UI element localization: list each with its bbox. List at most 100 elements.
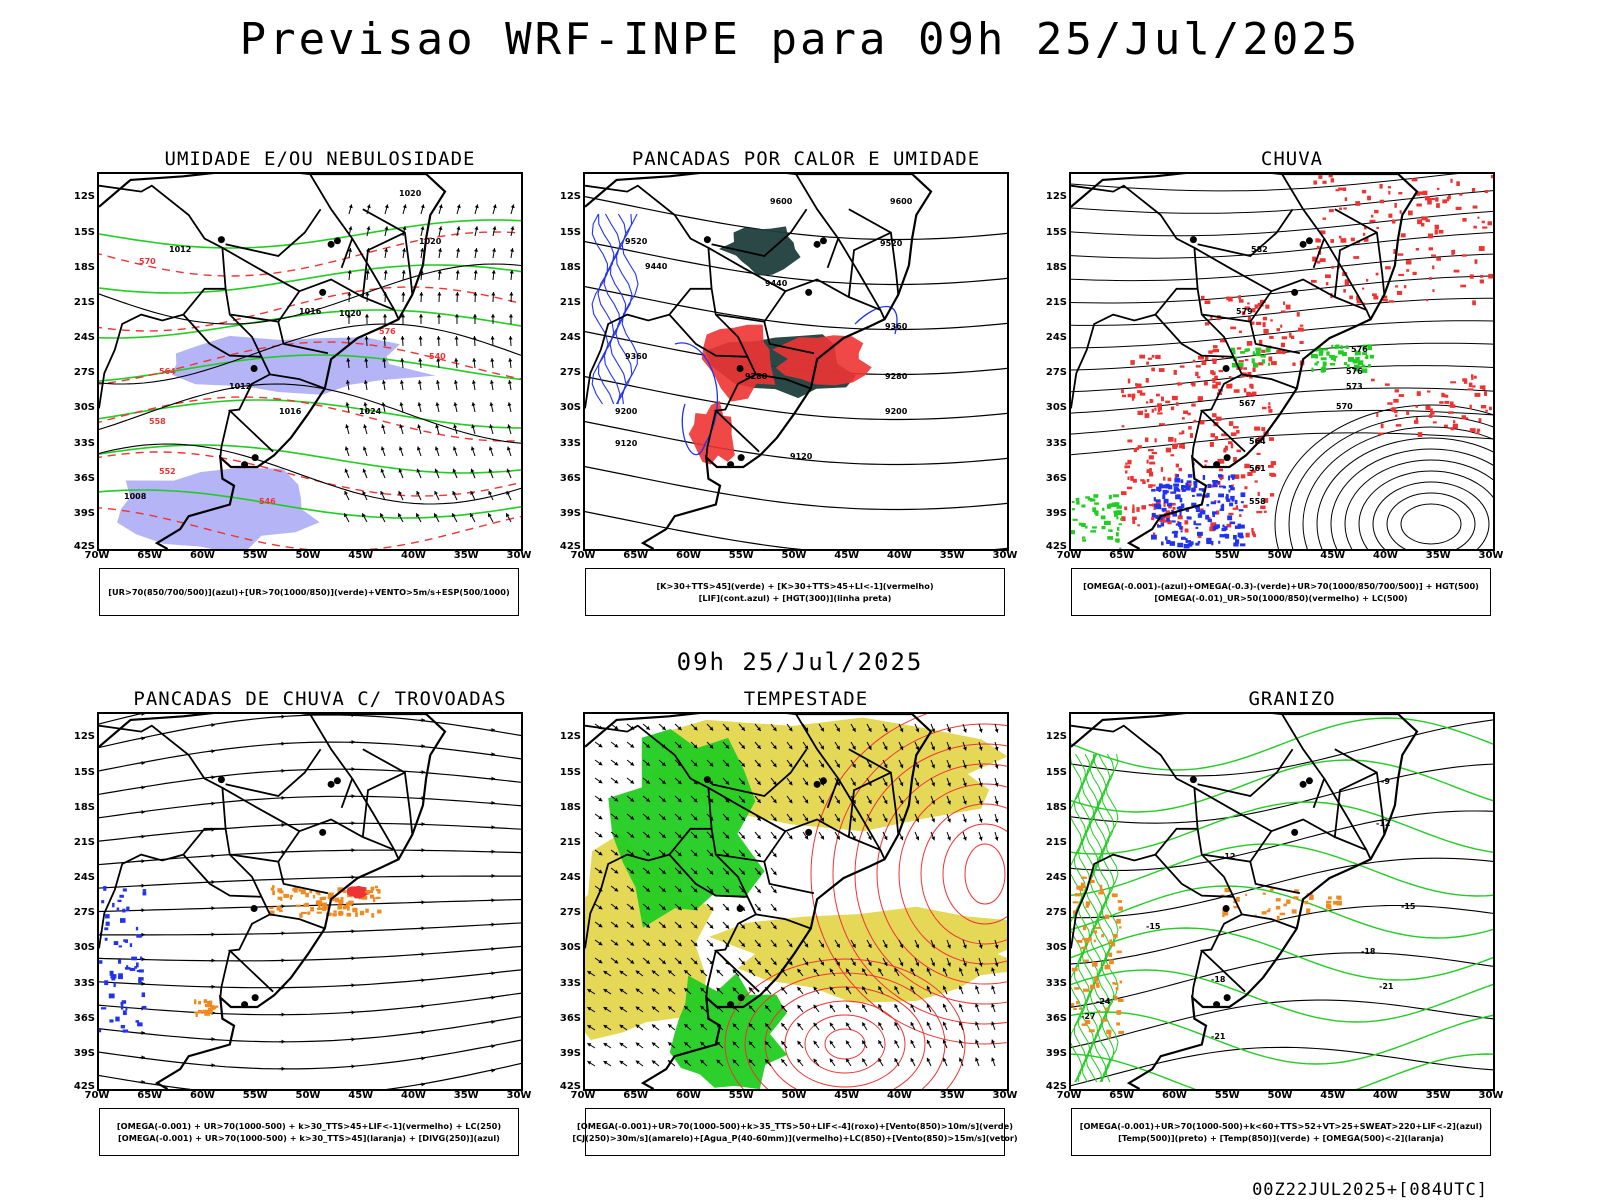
lake-marker: [333, 237, 341, 245]
wind-vector: [693, 744, 698, 749]
omega-blue-cells: [1183, 543, 1190, 549]
lc850-red-streamline: [920, 803, 1007, 945]
low-pressure-contour: [1330, 448, 1493, 549]
omega-blue-cells: [1231, 498, 1235, 502]
omega-orange-cells: [1116, 918, 1121, 924]
omega-blue-cells: [1205, 514, 1210, 520]
omega-blue-cells: [1239, 543, 1246, 547]
state-border: [182, 827, 226, 856]
latitude-label: 27S: [1045, 907, 1067, 919]
omega-blue-cells: [1164, 490, 1169, 493]
wind-vector: [661, 942, 666, 946]
longitude-label: 70W: [1056, 1090, 1082, 1101]
wind-vector: [630, 941, 635, 946]
wind-vector: [506, 490, 511, 495]
omega-orange-cells: [1099, 884, 1103, 890]
legend-line: [OMEGA(-0.001) + UR>70(1000-500) + k>30_…: [116, 1121, 502, 1131]
wind-vector: [677, 780, 682, 785]
wind-vector: [994, 746, 999, 751]
rain-red-cells: [1281, 350, 1286, 355]
state-border: [309, 714, 354, 809]
rain-red-cells: [1356, 295, 1359, 301]
longitude-label: 30W: [992, 550, 1018, 561]
wind-vector: [915, 818, 920, 823]
wind-vector: [452, 490, 457, 495]
rain-red-cells: [1145, 401, 1149, 404]
rain-red-cells: [1243, 367, 1247, 370]
omega-green-cells: [1115, 538, 1120, 543]
longitude-label: 50W: [1267, 550, 1293, 561]
latitude-label: 21S: [559, 836, 581, 848]
wind-vector: [978, 944, 983, 949]
wind-vector: [748, 1023, 753, 1028]
wind-vector: [788, 745, 793, 750]
state-border: [1071, 724, 1246, 993]
rain-red-cells: [1211, 371, 1216, 376]
wind-vector: [470, 490, 475, 495]
rain-red-cells: [1280, 342, 1285, 348]
rain-red-cells: [1217, 458, 1223, 464]
divergence-blue-cells: [109, 1019, 114, 1023]
omega-blue-cells: [1230, 474, 1236, 478]
wind-vector: [364, 336, 369, 340]
rain-red-cells: [1338, 235, 1342, 239]
lc850-red-streamline: [810, 714, 1007, 1045]
wind-vector: [804, 835, 809, 840]
omega-blue-cells: [1189, 516, 1192, 520]
rain-red-cells: [1363, 237, 1369, 242]
state-border: [711, 748, 808, 797]
wind-vector: [878, 1040, 882, 1045]
wind-vector: [630, 743, 635, 748]
rain-red-cells: [1417, 191, 1423, 195]
wind-vector: [756, 834, 761, 839]
state-border: [755, 373, 812, 390]
omega-blue-cells: [1175, 523, 1179, 526]
wind-vector: [756, 942, 761, 947]
state-border: [351, 238, 396, 311]
longitude-label: 50W: [295, 1090, 321, 1101]
lc250-streamline: [99, 945, 521, 962]
rain-red-cells: [1187, 412, 1191, 416]
lake-marker: [1299, 780, 1307, 788]
wind-vector: [994, 782, 999, 787]
country-borders: [585, 174, 933, 549]
omega-orange-cells: [1071, 1003, 1075, 1007]
omega-blue-cells: [1197, 541, 1201, 544]
rain-red-cells: [1481, 220, 1485, 224]
rain-red-cells: [1244, 463, 1250, 469]
wind-vector: [630, 815, 635, 820]
rain-red-cells: [1233, 457, 1237, 462]
wind-vector: [630, 797, 635, 802]
omega-orange-cells: [1111, 893, 1115, 898]
wind-vector: [716, 1041, 721, 1046]
rain-red-cells: [1262, 316, 1268, 321]
state-border: [219, 410, 231, 458]
omega-orange-cells: [1089, 937, 1092, 941]
rain-red-cells: [1406, 269, 1410, 272]
latitude-label: 39S: [73, 507, 95, 519]
state-border: [1249, 861, 1301, 895]
wind-vector: [508, 358, 513, 362]
wind-vector: [363, 402, 368, 407]
rain-red-cells: [1459, 193, 1463, 196]
rain-red-cells: [1223, 448, 1227, 453]
omega-blue-cells: [1195, 526, 1199, 529]
lc250-streamline-arrow: [211, 775, 215, 780]
wind-vector: [380, 468, 385, 473]
divergence-blue-cells: [112, 902, 115, 908]
omega-blue-cells: [1180, 479, 1184, 483]
wind-vector: [614, 797, 619, 802]
omega-green-cells: [1240, 351, 1246, 354]
wind-vector: [741, 924, 745, 929]
panel-title: PANCADAS DE CHUVA C/ TROVOADAS: [133, 688, 507, 710]
lc250-streamline-arrow: [421, 874, 425, 879]
wind-vector: [788, 799, 793, 804]
rain-red-cells: [1482, 385, 1486, 390]
lif-blue-contour: [854, 306, 898, 335]
wind-vector: [677, 744, 682, 749]
wind-vector: [438, 248, 443, 252]
omega-green-cells: [1357, 360, 1364, 366]
state-border: [763, 861, 815, 895]
wind-vector: [862, 1022, 866, 1027]
wind-vector: [693, 798, 698, 803]
